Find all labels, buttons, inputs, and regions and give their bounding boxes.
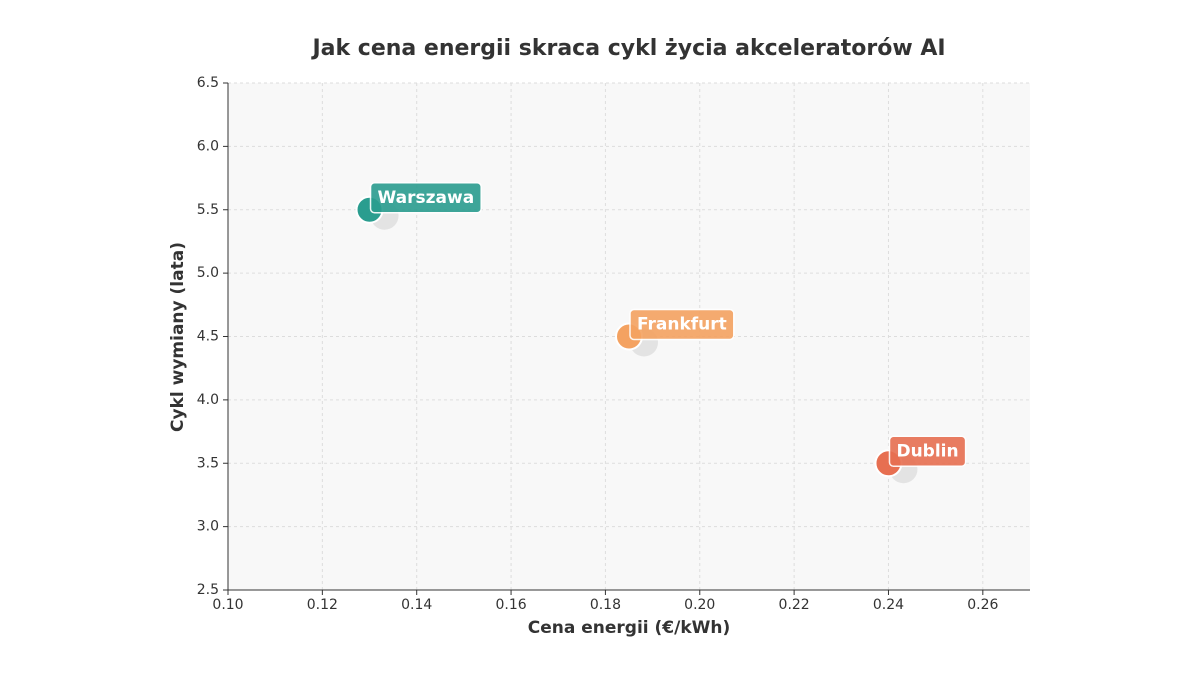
y-tick-label: 6.5 [197,75,219,91]
chart-title: Jak cena energii skraca cykl życia akcel… [310,36,945,61]
point-label: Dublin [896,441,958,461]
x-tick-label: 0.22 [779,597,810,613]
y-tick-label: 5.5 [197,202,219,218]
x-tick-label: 0.14 [401,597,432,613]
label-box [629,308,735,341]
x-tick-label: 0.12 [307,597,338,613]
point-label: Frankfurt [637,315,727,335]
y-tick-label: 4.0 [197,392,219,408]
y-axis-label: Cykl wymiany (lata) [168,242,188,432]
y-tick-label: 3.0 [197,519,219,535]
x-tick-label: 0.26 [967,597,998,613]
y-tick-label: 2.5 [197,582,219,598]
y-tick-label: 6.0 [197,138,219,154]
x-axis-label: Cena energii (€/kWh) [528,618,731,638]
x-tick-label: 0.24 [873,597,904,613]
y-tick-label: 5.0 [197,265,219,281]
label-box [369,182,482,214]
x-tick-label: 0.20 [684,597,715,613]
x-tick-label: 0.16 [495,597,526,613]
y-tick-label: 4.5 [197,329,219,345]
x-tick-label: 0.10 [212,597,243,613]
x-tick-label: 0.18 [590,597,621,613]
label-box [888,435,967,467]
y-tick-label: 3.5 [197,455,219,471]
point-label: Warszawa [378,188,475,208]
